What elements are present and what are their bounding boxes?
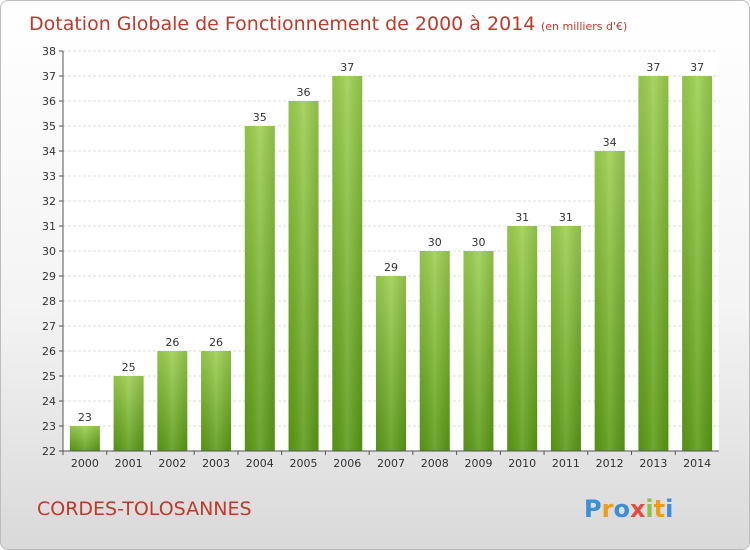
y-tick-label: 25 [42, 370, 56, 383]
bar-shade [201, 351, 232, 451]
x-tick-label-2009: 2009 [464, 457, 492, 470]
y-tick-label: 28 [42, 295, 56, 308]
bar-shade [638, 76, 669, 451]
y-tick-label: 34 [42, 145, 56, 158]
commune-name: CORDES-TOLOSANNES [37, 498, 252, 520]
x-tick-label-2003: 2003 [202, 457, 230, 470]
x-tick-label-2011: 2011 [552, 457, 580, 470]
bar-shade [69, 426, 100, 451]
data-label-2012: 34 [603, 136, 617, 149]
bar-shade [419, 251, 450, 451]
data-label-2005: 36 [297, 86, 311, 99]
bar-shade [244, 126, 275, 451]
x-tick-label-2001: 2001 [115, 457, 143, 470]
logo-text: Proxiti [584, 495, 673, 523]
x-tick-label-2012: 2012 [596, 457, 624, 470]
y-tick-label: 35 [42, 120, 56, 133]
y-tick-label: 24 [42, 395, 56, 408]
bar-shade [594, 151, 625, 451]
bars: 23 25 26 26 35 36 37 29 30 30 31 31 34 37 37 [69, 61, 713, 451]
data-label-2014: 37 [690, 61, 704, 74]
y-tick-label: 27 [42, 320, 56, 333]
bar-shade [332, 76, 363, 451]
bar-shade [463, 251, 494, 451]
data-label-2010: 31 [515, 211, 529, 224]
x-tick-label-2000: 2000 [71, 457, 99, 470]
proxiti-logo: Proxiti [584, 495, 673, 523]
bar-shade [288, 101, 319, 451]
data-label-2003: 26 [209, 336, 223, 349]
x-tick-label-2007: 2007 [377, 457, 405, 470]
data-label-2007: 29 [384, 261, 398, 274]
bar-shade [157, 351, 188, 451]
chart-unit: (en milliers d'€) [541, 20, 627, 33]
y-tick-label: 36 [42, 95, 56, 108]
y-axis: 22 23 24 25 26 27 28 29 30 31 32 33 34 35 36 37 38 [42, 45, 64, 458]
x-tick-label-2010: 2010 [508, 457, 536, 470]
y-tick-label: 26 [42, 345, 56, 358]
x-tick-label-2008: 2008 [421, 457, 449, 470]
y-tick-label: 29 [42, 270, 56, 283]
y-tick-label: 30 [42, 245, 56, 258]
data-label-2000: 23 [78, 411, 92, 424]
y-tick-label: 37 [42, 70, 56, 83]
y-tick-label: 22 [42, 445, 56, 458]
data-label-2009: 30 [471, 236, 485, 249]
data-label-2004: 35 [253, 111, 267, 124]
bar-shade [682, 76, 713, 451]
bar-shade [550, 226, 581, 451]
x-tick-label-2005: 2005 [290, 457, 318, 470]
y-tick-label: 38 [42, 45, 56, 58]
data-label-2002: 26 [165, 336, 179, 349]
y-tick-label: 32 [42, 195, 56, 208]
x-tick-label-2013: 2013 [639, 457, 667, 470]
y-tick-label: 33 [42, 170, 56, 183]
x-tick-label-2014: 2014 [683, 457, 711, 470]
data-label-2013: 37 [646, 61, 660, 74]
data-label-2006: 37 [340, 61, 354, 74]
x-tick-label-2006: 2006 [333, 457, 361, 470]
data-label-2008: 30 [428, 236, 442, 249]
bar-shade [376, 276, 406, 451]
chart-title: Dotation Globale de Fonctionnement de 20… [29, 13, 535, 35]
data-label-2011: 31 [559, 211, 573, 224]
y-tick-label: 31 [42, 220, 56, 233]
data-label-2001: 25 [122, 361, 136, 374]
bar-shade [507, 226, 538, 451]
bar-shade [113, 376, 144, 451]
x-tick-label-2002: 2002 [158, 457, 186, 470]
y-tick-label: 23 [42, 420, 56, 433]
x-tick-label-2004: 2004 [246, 457, 274, 470]
x-axis: 2000 2001 2002 2003 2004 2005 2006 2007 2008 2009… [62, 450, 719, 470]
